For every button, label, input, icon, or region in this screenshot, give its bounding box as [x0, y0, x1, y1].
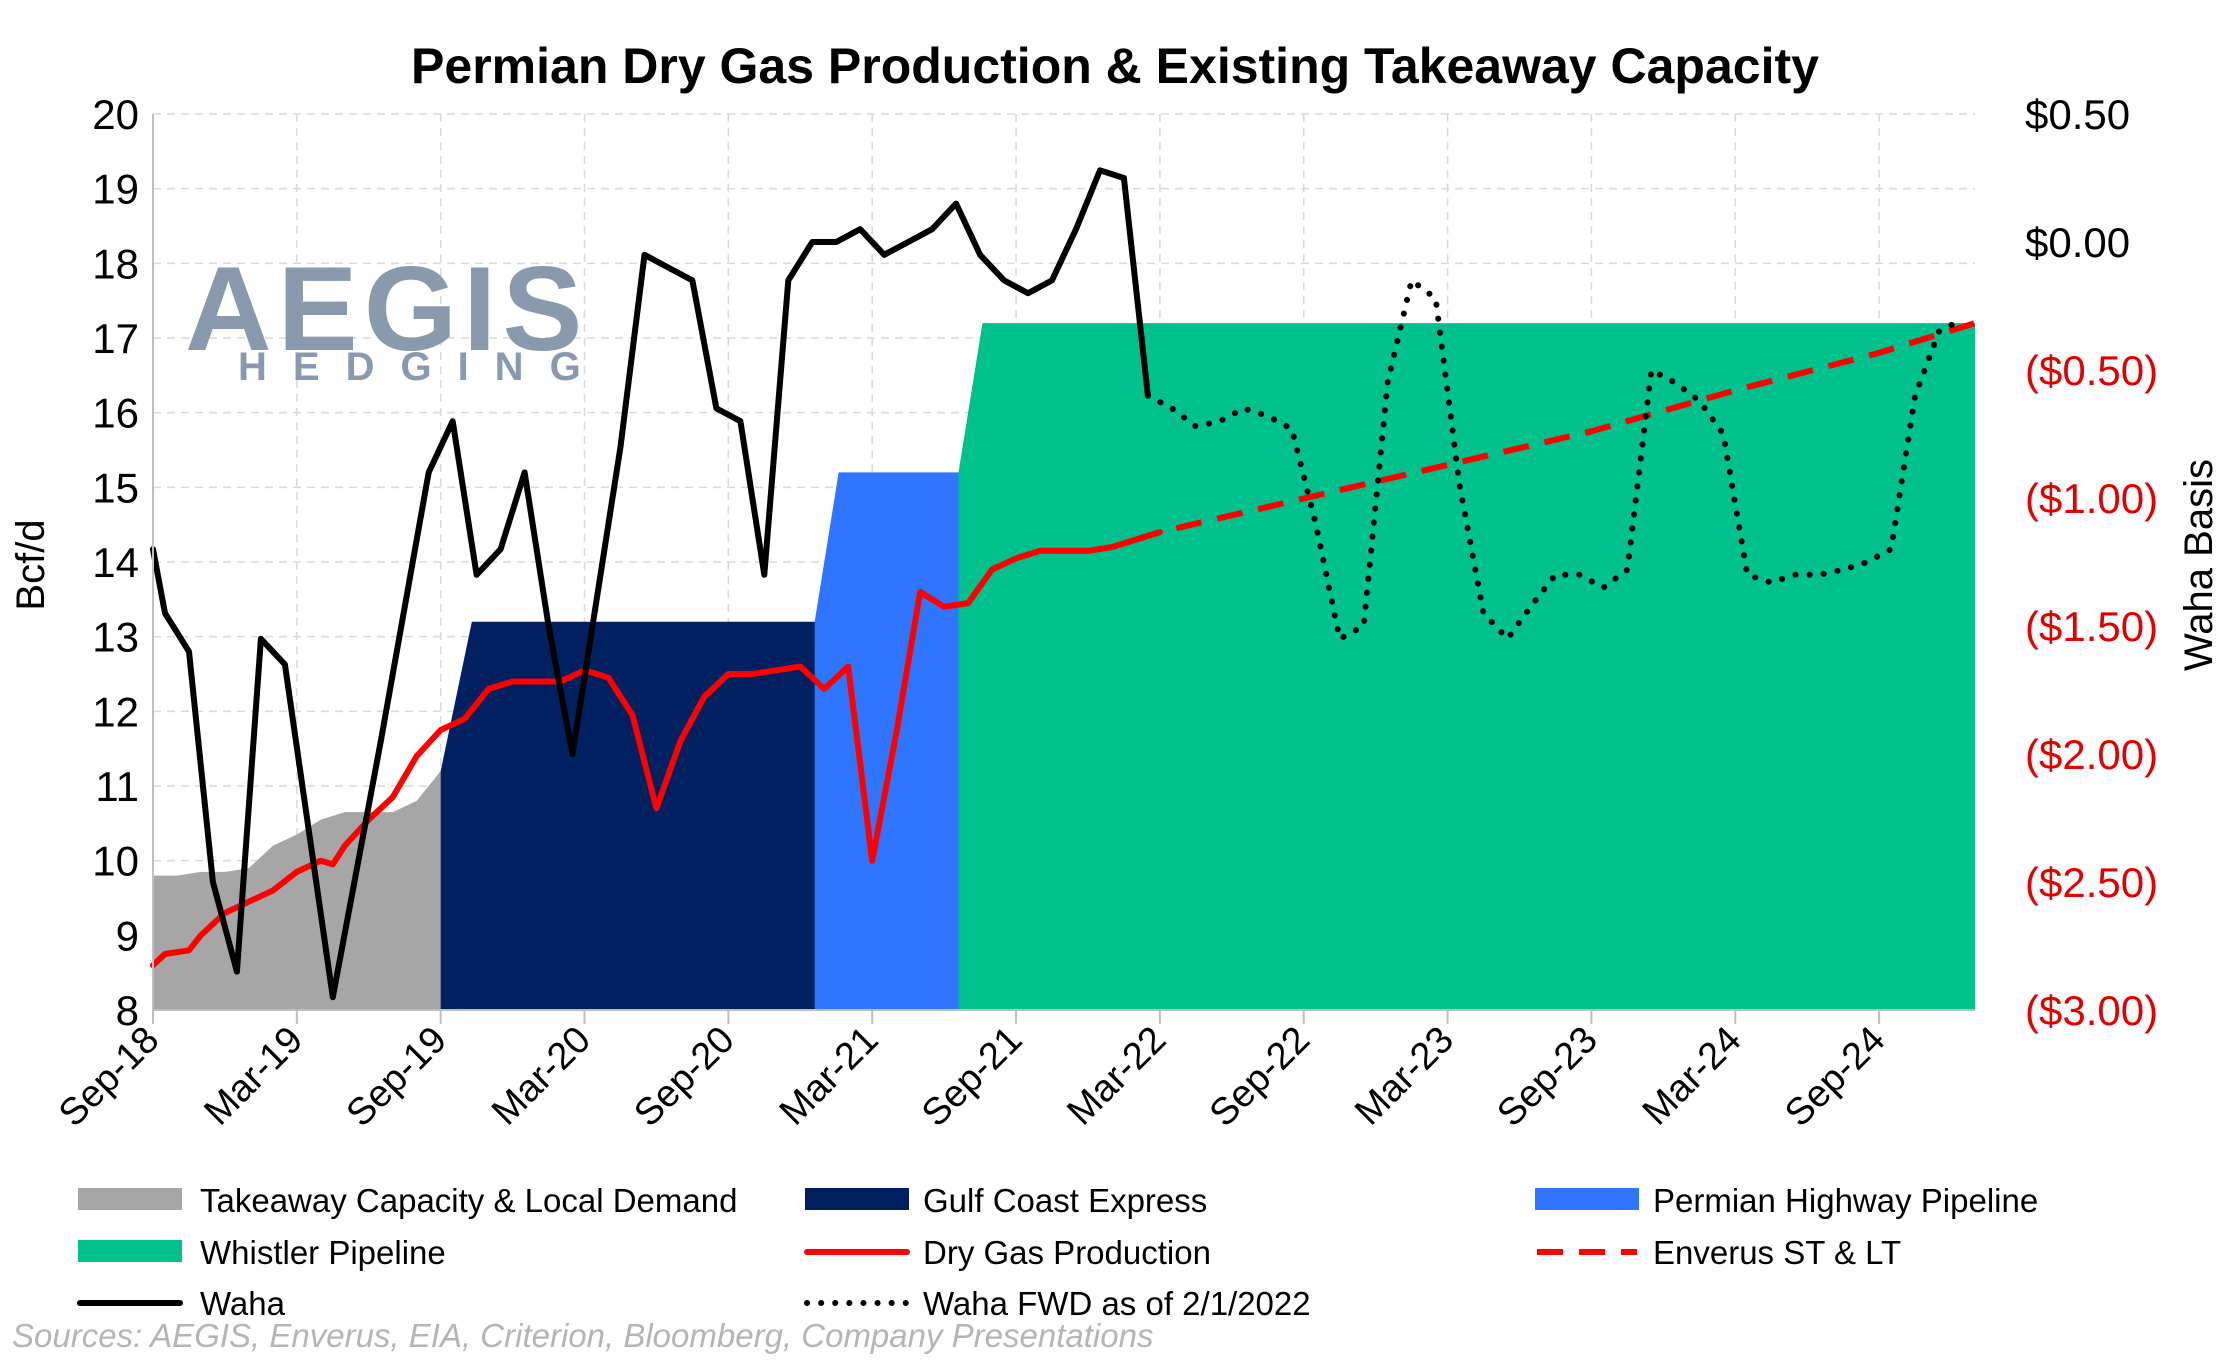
y2-tick-label: $0.00 [2025, 219, 2130, 266]
legend-item-gulf-coast-express: Gulf Coast Express [805, 1182, 1207, 1219]
legend-item-waha: Waha [77, 1285, 286, 1322]
x-tick-label: Mar-21 [772, 1019, 887, 1134]
x-tick-label: Sep-21 [914, 1019, 1030, 1135]
x-tick-label: Sep-20 [626, 1019, 742, 1135]
y2-tick-label: ($1.50) [2025, 603, 2158, 650]
y2-tick-label: $0.50 [2025, 91, 2130, 138]
area-whistler-pipeline [958, 323, 1975, 1011]
x-tick-label: Mar-24 [1635, 1019, 1750, 1134]
legend-label: Gulf Coast Express [923, 1182, 1207, 1219]
x-tick-label: Sep-18 [51, 1019, 167, 1135]
legend-swatch [805, 1188, 909, 1210]
y2-tick-label: ($2.50) [2025, 859, 2158, 906]
x-tick-label: Sep-19 [339, 1019, 455, 1135]
y-axis-label: Bcf/d [9, 519, 53, 610]
chart-title: Permian Dry Gas Production & Existing Ta… [411, 38, 1819, 94]
series-waha-fwd-as-of-2-1-2022 [1144, 277, 1966, 642]
y-tick-label: 16 [92, 390, 139, 437]
x-tick-label: Mar-22 [1059, 1019, 1174, 1134]
x-tick-label: Mar-23 [1347, 1019, 1462, 1134]
y-tick-label: 17 [92, 315, 139, 362]
x-tick-label: Sep-23 [1489, 1019, 1605, 1135]
y-tick-label: 11 [95, 763, 139, 810]
y-tick-label: 10 [92, 838, 139, 885]
y-tick-label: 9 [116, 912, 139, 959]
legend-swatch [78, 1240, 182, 1262]
y-tick-label: 18 [92, 240, 139, 287]
x-tick-label: Sep-22 [1202, 1019, 1318, 1135]
x-tick-label: Mar-20 [484, 1019, 599, 1134]
logo-subtext: HEDGING [238, 345, 607, 389]
legend-item-takeaway-capacity-local-demand: Takeaway Capacity & Local Demand [78, 1182, 737, 1219]
y2-axis-label: Waha Basis [2177, 459, 2221, 671]
legend-item-enverus-st-lt: Enverus ST & LT [1537, 1234, 1901, 1271]
series-enverus-st-lt [1135, 320, 1976, 543]
y-tick-label: 19 [92, 166, 139, 213]
x-tick-label: Mar-19 [196, 1019, 311, 1134]
source-note: Sources: AEGIS, Enverus, EIA, Criterion,… [12, 1317, 1153, 1354]
x-tick-label: Sep-24 [1777, 1019, 1893, 1135]
legend-item-waha-fwd-as-of-2-1-2022: Waha FWD as of 2/1/2022 [804, 1285, 1311, 1322]
legend-label: Takeaway Capacity & Local Demand [200, 1182, 737, 1219]
legend-swatch [78, 1188, 182, 1210]
y-tick-label: 15 [92, 464, 139, 511]
legend-label: Permian Highway Pipeline [1653, 1182, 2038, 1219]
y2-tick-label: ($2.00) [2025, 731, 2158, 778]
legend: Takeaway Capacity & Local Demand Gulf Coa… [77, 1182, 2038, 1322]
y-tick-label: 8 [116, 987, 139, 1034]
series-waha [150, 167, 1151, 1001]
logo-text: AEGIS [185, 242, 588, 376]
y2-tick-label: ($1.00) [2025, 475, 2158, 522]
legend-item-dry-gas-production: Dry Gas Production [804, 1234, 1211, 1271]
series-lines [150, 167, 1976, 1001]
legend-label: Waha [200, 1285, 286, 1322]
y2-tick-label: ($3.00) [2025, 987, 2158, 1034]
legend-label: Dry Gas Production [923, 1234, 1211, 1271]
y-tick-label: 12 [92, 688, 139, 735]
legend-swatch [1535, 1188, 1639, 1210]
y-tick-label: 13 [92, 614, 139, 661]
logo: AEGIS HEDGING [185, 242, 607, 389]
y-tick-label: 20 [92, 91, 139, 138]
series-dry-gas-production [150, 529, 1163, 969]
legend-item-permian-highway-pipeline: Permian Highway Pipeline [1535, 1182, 2038, 1219]
legend-label: Waha FWD as of 2/1/2022 [923, 1285, 1311, 1322]
legend-label: Enverus ST & LT [1653, 1234, 1901, 1271]
legend-label: Whistler Pipeline [200, 1234, 446, 1271]
legend-item-whistler-pipeline: Whistler Pipeline [78, 1234, 446, 1271]
y2-tick-label: ($0.50) [2025, 347, 2158, 394]
capacity-areas [153, 323, 1975, 1011]
y-tick-label: 14 [92, 539, 139, 586]
